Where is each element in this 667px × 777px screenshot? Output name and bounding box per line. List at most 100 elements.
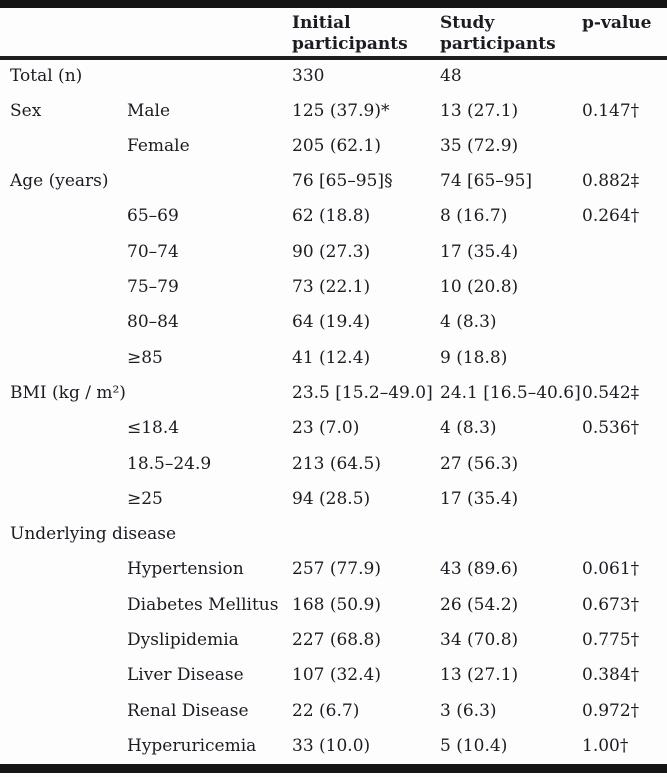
cell-study-participants: 4 (8.3) (440, 418, 497, 439)
table-row: ≥25 94 (28.5) 17 (35.4) (0, 482, 667, 517)
cell-initial-participants: 227 (68.8) (292, 630, 381, 651)
header-initial-participants: Initial participants (292, 8, 440, 60)
cell-p-value: 0.061† (582, 559, 640, 580)
cell-study-participants: 4 (8.3) (440, 312, 497, 333)
cell-initial-participants: 90 (27.3) (292, 241, 371, 262)
cell-p-value: 0.384† (582, 665, 640, 686)
table-row: ≥85 41 (12.4) 9 (18.8) (0, 340, 667, 375)
table-header: Initial participants Study participants … (0, 8, 667, 60)
header-spacer (127, 8, 292, 60)
table-row: BMI (kg / m²) 23.5 [15.2–49.0] 24.1 [16.… (0, 376, 667, 411)
cell-p-value: 0.536† (582, 418, 640, 439)
cell-p-value (582, 482, 667, 517)
row-subcategory-label: ≤18.4 (127, 418, 180, 439)
table-row: Sex Male 125 (37.9)* 13 (27.1) 0.147† (0, 93, 667, 128)
cell-initial-participants: 33 (10.0) (292, 735, 371, 756)
row-subcategory-label: ≥25 (127, 488, 163, 509)
participant-demographics-table: Initial participants Study participants … (0, 8, 667, 764)
row-subcategory-label: Liver Disease (127, 665, 244, 686)
row-subcategory-label: Female (127, 135, 190, 156)
cell-p-value: 0.147† (582, 100, 640, 121)
cell-initial-participants: 41 (12.4) (292, 347, 371, 368)
cell-study-participants: 13 (27.1) (440, 665, 519, 686)
row-category-label (0, 199, 127, 234)
cell-study-participants: 24.1 [16.5–40.6] (440, 382, 581, 403)
cell-study-participants: 9 (18.8) (440, 347, 508, 368)
cell-initial-participants: 62 (18.8) (292, 206, 371, 227)
cell-p-value (582, 270, 667, 305)
table-row: Hypertension 257 (77.9) 43 (89.6) 0.061† (0, 552, 667, 587)
cell-p-value: 0.882‡ (582, 171, 640, 192)
cell-study-participants: 35 (72.9) (440, 135, 519, 156)
cell-initial-participants: 64 (19.4) (292, 312, 371, 333)
table-row: 65–69 62 (18.8) 8 (16.7) 0.264† (0, 199, 667, 234)
row-category-label: BMI (kg / m²) (10, 382, 126, 403)
cell-study-participants: 17 (35.4) (440, 488, 519, 509)
table-row: Female 205 (62.1) 35 (72.9) (0, 129, 667, 164)
cell-p-value (582, 234, 667, 269)
table-row: Total (n) 330 48 (0, 58, 667, 93)
cell-initial-participants: 125 (37.9)* (292, 100, 390, 121)
cell-initial-participants: 23.5 [15.2–49.0] (292, 382, 433, 403)
row-subcategory-label (127, 376, 292, 411)
row-category-label (0, 411, 127, 446)
row-subcategory-label: Hypertension (127, 559, 244, 580)
row-category-label (0, 234, 127, 269)
cell-initial-participants: 22 (6.7) (292, 700, 360, 721)
table-row: ≤18.4 23 (7.0) 4 (8.3) 0.536† (0, 411, 667, 446)
row-subcategory-label: 18.5–24.9 (127, 453, 212, 474)
row-subcategory-label: 80–84 (127, 312, 179, 333)
cell-study-participants: 27 (56.3) (440, 453, 519, 474)
header-study-participants: Study participants (440, 8, 582, 60)
table-row: Liver Disease 107 (32.4) 13 (27.1) 0.384… (0, 658, 667, 693)
table-body: Total (n) 330 48 Sex Male 125 (37.9)* 13… (0, 58, 667, 764)
table-bottom-rule (0, 763, 667, 773)
cell-p-value (582, 58, 667, 93)
table-top-rule (0, 0, 667, 8)
cell-initial-participants: 213 (64.5) (292, 453, 381, 474)
row-subcategory-label: Renal Disease (127, 700, 249, 721)
cell-p-value: 0.264† (582, 206, 640, 227)
cell-study-participants: 8 (16.7) (440, 206, 508, 227)
cell-p-value: 0.972† (582, 700, 640, 721)
row-category-label (0, 658, 127, 693)
row-subcategory-label (127, 58, 292, 93)
row-category-label (0, 693, 127, 728)
row-category-label (0, 729, 127, 764)
cell-initial-participants (292, 517, 440, 552)
row-subcategory-label: ≥85 (127, 347, 163, 368)
row-category-label (0, 340, 127, 375)
cell-p-value: 0.775† (582, 630, 640, 651)
table-row: 70–74 90 (27.3) 17 (35.4) (0, 234, 667, 269)
table-row: 18.5–24.9 213 (64.5) 27 (56.3) (0, 446, 667, 481)
row-category-label (0, 552, 127, 587)
table-row: Diabetes Mellitus 168 (50.9) 26 (54.2) 0… (0, 587, 667, 622)
row-category-label (0, 623, 127, 658)
table-row: Underlying disease (0, 517, 667, 552)
row-category-label: Underlying disease (10, 524, 177, 545)
row-subcategory-label: Diabetes Mellitus (127, 594, 279, 615)
row-category-label: Total (n) (10, 66, 83, 87)
cell-p-value (582, 129, 667, 164)
cell-study-participants: 48 (440, 66, 462, 87)
cell-p-value (582, 305, 667, 340)
cell-initial-participants: 94 (28.5) (292, 488, 371, 509)
cell-study-participants: 34 (70.8) (440, 630, 519, 651)
cell-study-participants (440, 517, 582, 552)
cell-p-value (582, 517, 667, 552)
cell-initial-participants: 168 (50.9) (292, 594, 381, 615)
cell-p-value: 0.673† (582, 594, 640, 615)
row-category-label: Age (years) (10, 171, 109, 192)
row-subcategory-label (127, 164, 292, 199)
cell-initial-participants: 205 (62.1) (292, 135, 381, 156)
table-row: 80–84 64 (19.4) 4 (8.3) (0, 305, 667, 340)
table-row: Age (years) 76 [65–95]§ 74 [65–95] 0.882… (0, 164, 667, 199)
row-category-label (0, 305, 127, 340)
cell-p-value (582, 446, 667, 481)
table-row: Hyperuricemia 33 (10.0) 5 (10.4) 1.00† (0, 729, 667, 764)
header-p-value: p-value (582, 8, 667, 60)
table-row: Dyslipidemia 227 (68.8) 34 (70.8) 0.775† (0, 623, 667, 658)
row-subcategory-label: 65–69 (127, 206, 179, 227)
header-row: Initial participants Study participants … (0, 8, 667, 60)
